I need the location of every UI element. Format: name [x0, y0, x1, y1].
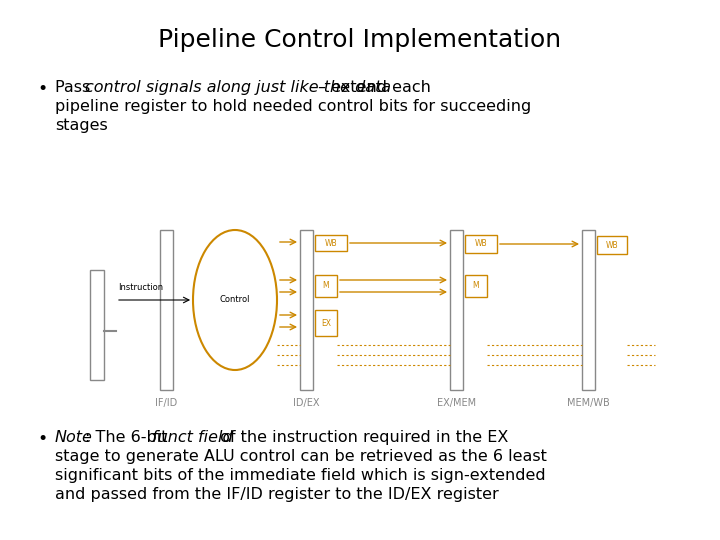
- Bar: [315, 310, 337, 336]
- Bar: [597, 236, 627, 254]
- Text: M: M: [473, 281, 480, 291]
- Text: Pipeline Control Implementation: Pipeline Control Implementation: [158, 28, 562, 52]
- Bar: [465, 275, 487, 297]
- Text: Instruction: Instruction: [118, 283, 163, 292]
- Bar: [300, 230, 313, 390]
- Text: funct field: funct field: [152, 430, 233, 445]
- Text: control signals along just like the data: control signals along just like the data: [85, 80, 391, 95]
- Bar: [450, 230, 463, 390]
- Text: – extend each: – extend each: [313, 80, 431, 95]
- Text: Pass: Pass: [55, 80, 95, 95]
- Text: EX: EX: [321, 319, 331, 327]
- Text: •: •: [37, 430, 48, 448]
- Text: MEM/WB: MEM/WB: [567, 398, 610, 408]
- Bar: [90, 270, 104, 380]
- Bar: [582, 230, 595, 390]
- Text: ID/EX: ID/EX: [293, 398, 320, 408]
- Text: stage to generate ALU control can be retrieved as the 6 least: stage to generate ALU control can be ret…: [55, 449, 547, 464]
- Text: significant bits of the immediate field which is sign-extended: significant bits of the immediate field …: [55, 468, 546, 483]
- Text: stages: stages: [55, 118, 108, 133]
- Text: •: •: [37, 80, 48, 98]
- Text: Control: Control: [220, 295, 251, 305]
- Text: M: M: [323, 281, 329, 291]
- Text: Note: Note: [55, 430, 93, 445]
- Bar: [315, 275, 337, 297]
- Ellipse shape: [193, 230, 277, 370]
- Text: EX/MEM: EX/MEM: [437, 398, 476, 408]
- Bar: [160, 230, 173, 390]
- Text: of the instruction required in the EX: of the instruction required in the EX: [215, 430, 508, 445]
- Text: IF/ID: IF/ID: [156, 398, 178, 408]
- Text: WB: WB: [606, 240, 618, 249]
- Text: pipeline register to hold needed control bits for succeeding: pipeline register to hold needed control…: [55, 99, 531, 114]
- Text: : The 6-bit: : The 6-bit: [85, 430, 173, 445]
- Text: WB: WB: [325, 239, 337, 247]
- Text: WB: WB: [474, 240, 487, 248]
- Text: and passed from the IF/ID register to the ID/EX register: and passed from the IF/ID register to th…: [55, 487, 499, 502]
- Bar: [315, 235, 347, 251]
- Bar: [465, 235, 497, 253]
